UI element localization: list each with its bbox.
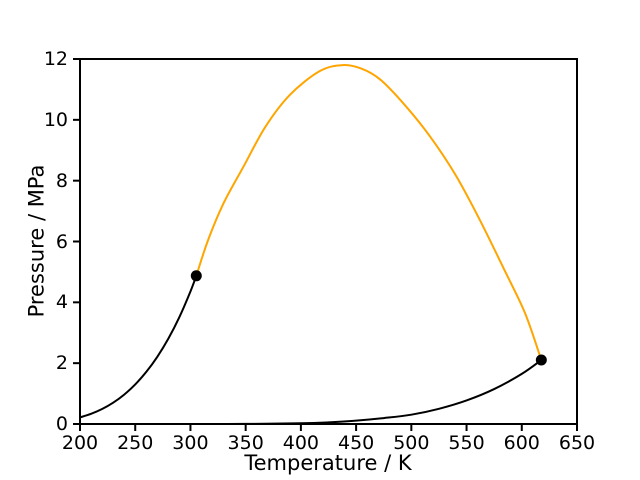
x-tick-label: 250	[117, 432, 154, 454]
vapor-pressure-curve-heavy-component	[128, 359, 543, 426]
critical-point-light	[190, 270, 202, 282]
y-tick-label: 10	[43, 108, 68, 131]
x-tick-label: 400	[282, 432, 320, 454]
critical-point-heavy	[535, 354, 547, 366]
y-axis-label: Pressure / MPa	[24, 164, 49, 318]
x-tick-label: 450	[337, 432, 375, 454]
x-tick-label: 350	[227, 432, 264, 454]
x-tick-label: 500	[393, 432, 430, 454]
y-tick-label: 6	[55, 230, 68, 253]
critical-locus	[195, 64, 543, 362]
series-group	[79, 64, 543, 426]
x-axis-label: Temperature / K	[244, 451, 412, 475]
x-tick-label: 550	[448, 432, 485, 454]
x-tick-label: 300	[172, 432, 209, 454]
y-tick-label: 8	[55, 169, 68, 192]
y-tick-label: 0	[55, 413, 68, 435]
vapor-pressure-curve-light-component	[79, 274, 198, 419]
y-tick-label: 4	[55, 291, 68, 314]
x-tick-label: 600	[503, 432, 540, 454]
y-tick-label: 12	[43, 48, 68, 70]
x-tick-label: 200	[61, 432, 99, 454]
plot-frame	[79, 58, 578, 425]
y-tick-label: 2	[55, 352, 68, 375]
x-tick-label: 650	[558, 432, 596, 454]
